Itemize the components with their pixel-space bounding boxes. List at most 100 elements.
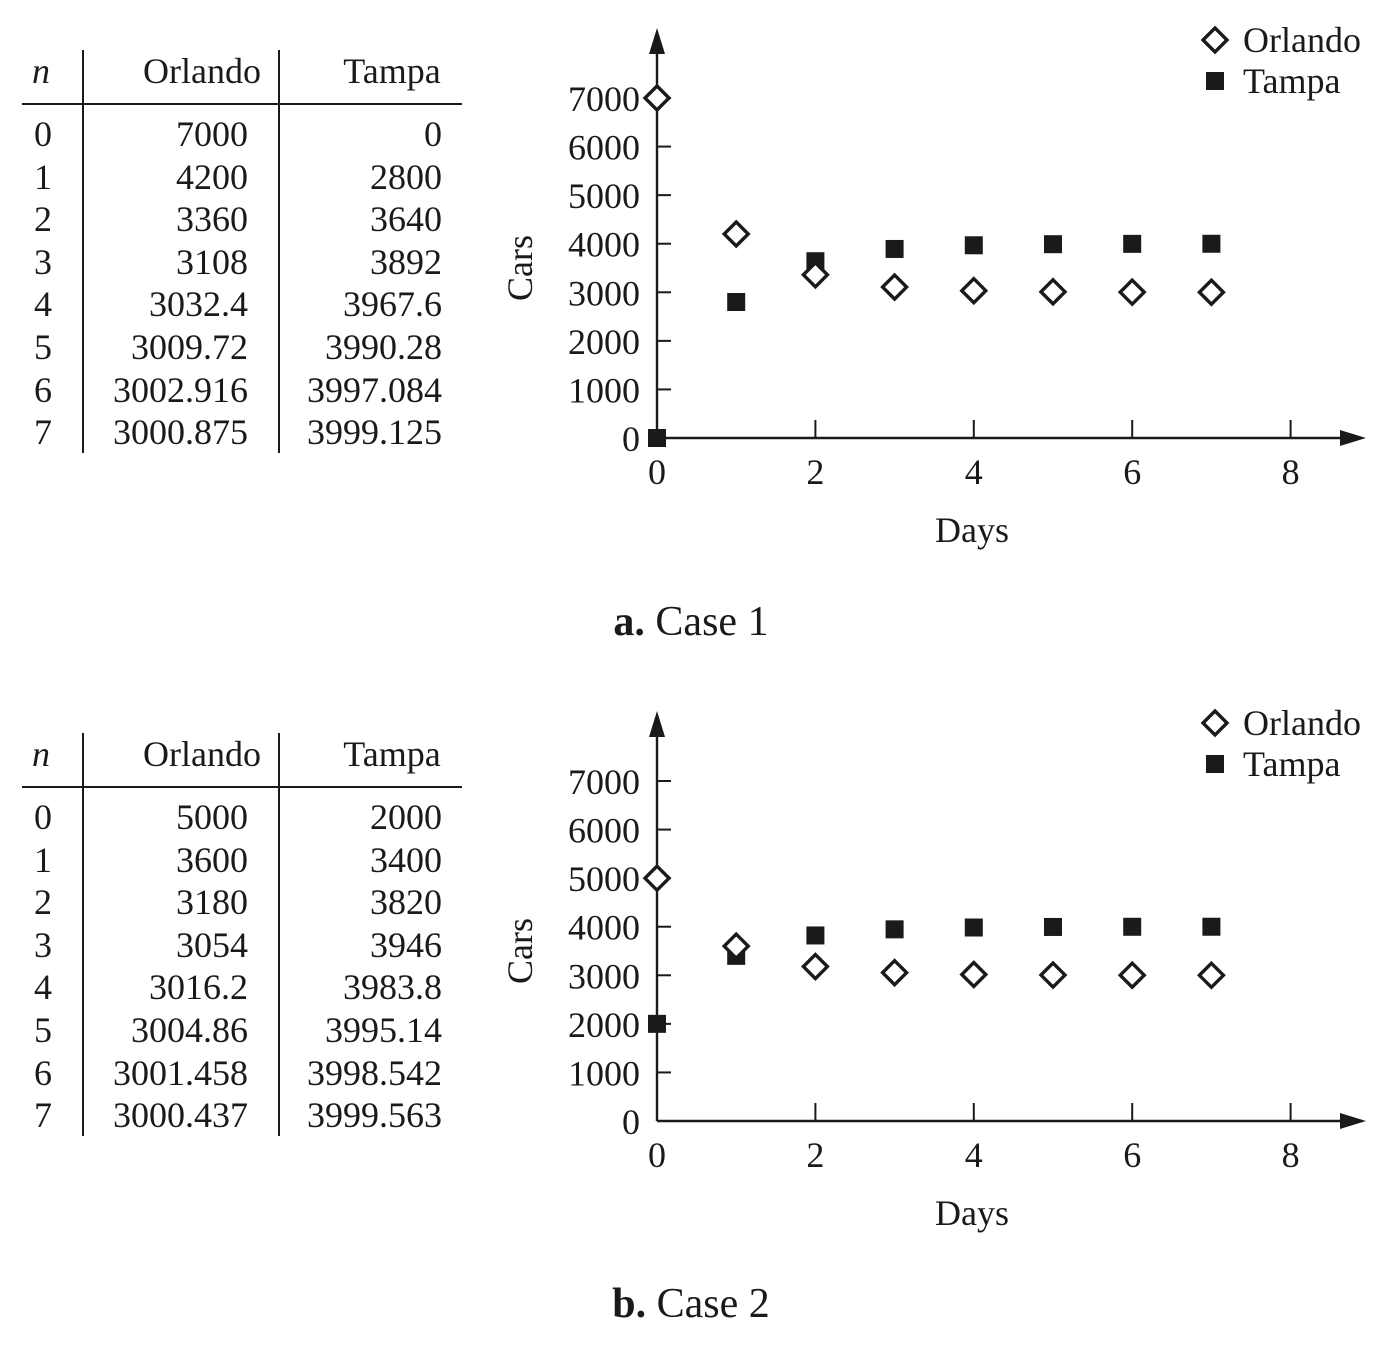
x-tick-label: 2 xyxy=(806,1135,824,1175)
orlando-point xyxy=(959,960,989,989)
table-cell: 7 xyxy=(34,412,52,453)
table-cell: 3892 xyxy=(370,241,442,282)
table-cell: 0 xyxy=(424,114,442,154)
tampa-point xyxy=(1044,917,1062,936)
table-cell: 1 xyxy=(34,839,52,880)
table-cell: 3054 xyxy=(176,924,248,965)
orlando-point xyxy=(1117,277,1147,307)
x-tick-label: 6 xyxy=(1123,452,1141,492)
table-header-cell: Tampa xyxy=(343,734,441,774)
y-tick-label: 2000 xyxy=(568,322,640,362)
legend-orlando-label: Orlando xyxy=(1243,703,1361,743)
x-tick-label: 4 xyxy=(965,1135,983,1175)
table-header-rule xyxy=(22,103,462,105)
tampa-point xyxy=(885,920,904,939)
caption-letter: a. xyxy=(613,599,645,645)
orlando-point xyxy=(642,863,672,893)
orlando-point xyxy=(800,952,830,981)
table-divider xyxy=(278,50,280,453)
table-cell: 3 xyxy=(34,924,52,965)
table-cell: 1 xyxy=(34,156,52,197)
legend-tampa-label: Tampa xyxy=(1243,744,1340,784)
caption-text: Case 2 xyxy=(656,1281,770,1327)
table-cell: 4 xyxy=(34,967,52,1008)
tampa-point xyxy=(1123,234,1142,253)
table-cell: 3600 xyxy=(176,839,248,880)
caption-letter: b. xyxy=(612,1281,647,1327)
table-cell: 3990.28 xyxy=(325,327,442,367)
table-cell: 4200 xyxy=(176,156,248,197)
tampa-point xyxy=(964,236,983,255)
table-cell: 3180 xyxy=(176,882,248,923)
x-axis-label: Days xyxy=(935,1193,1009,1233)
table-cell: 3032.4 xyxy=(149,284,248,325)
tampa-point xyxy=(806,926,825,945)
legend-orlando-marker xyxy=(1200,25,1230,55)
table-cell: 3999.563 xyxy=(307,1095,442,1136)
table-header-cell: Orlando xyxy=(143,734,261,774)
table-cell: 3999.125 xyxy=(307,412,442,453)
table-cell: 2800 xyxy=(370,156,442,197)
table-cell: 3009.72 xyxy=(131,327,248,367)
legend-orlando-marker xyxy=(1200,708,1230,738)
table-cell: 7 xyxy=(34,1095,52,1136)
table-cell: 3640 xyxy=(370,199,442,240)
table-cell: 5 xyxy=(34,1010,52,1050)
table-cell: 3946 xyxy=(370,924,442,965)
orlando-point xyxy=(880,272,910,302)
tampa-point xyxy=(1202,234,1221,253)
table-cell: 3004.86 xyxy=(131,1010,248,1050)
y-tick-label: 5000 xyxy=(568,176,640,216)
y-axis-arrow xyxy=(649,711,665,737)
table-cell: 3967.6 xyxy=(343,284,442,325)
x-tick-label: 4 xyxy=(965,452,983,492)
scatter-plot: 0 2 4 6 8 0 1000 2000 3000 4000 5000 6000 7000 Days Ca… xyxy=(500,703,1366,1233)
y-tick-label: 5000 xyxy=(568,859,640,899)
table-header-cell: n xyxy=(32,51,50,91)
table-cell: 2 xyxy=(34,199,52,240)
values-table: n Orlando Tampa 0 5000 2000 1 3600 3400 2 3180 3820… xyxy=(22,723,462,1138)
orlando-point xyxy=(721,219,751,249)
table-cell: 6 xyxy=(34,369,52,410)
y-axis-label: Cars xyxy=(500,235,540,301)
panel-case-1: n Orlando Tampa 0 7000 0 1 4200 2800 2 3360 3640 3 31… xyxy=(22,20,1366,645)
table-divider xyxy=(82,50,84,453)
tampa-point xyxy=(1202,917,1221,936)
table-cell: 3983.8 xyxy=(343,967,442,1008)
tampa-point xyxy=(727,293,746,312)
table-cell: 3997.084 xyxy=(307,369,442,410)
table-divider xyxy=(278,733,280,1136)
table-cell: 0 xyxy=(34,114,52,154)
y-tick-label: 0 xyxy=(622,419,640,459)
table-cell: 2000 xyxy=(370,797,442,837)
x-tick-label: 0 xyxy=(648,1135,666,1175)
table-cell: 0 xyxy=(34,797,52,837)
y-tick-label: 7000 xyxy=(568,79,640,119)
x-tick-label: 0 xyxy=(648,452,666,492)
orlando-point xyxy=(800,260,830,290)
table-cell: 3108 xyxy=(176,241,248,282)
y-tick-label: 6000 xyxy=(568,811,640,851)
x-axis-label: Days xyxy=(935,510,1009,550)
table-cell: 2 xyxy=(34,882,52,923)
y-tick-label: 7000 xyxy=(568,762,640,802)
table-header-cell: Orlando xyxy=(143,51,261,91)
x-axis-arrow xyxy=(1340,1113,1366,1129)
tampa-point xyxy=(1044,235,1062,254)
table-cell: 3820 xyxy=(370,882,442,923)
legend-orlando-label: Orlando xyxy=(1243,20,1361,60)
table-cell: 3000.875 xyxy=(113,412,248,453)
caption-text: Case 1 xyxy=(655,599,769,645)
orlando-point xyxy=(1196,277,1226,307)
table-header-cell: n xyxy=(32,734,50,774)
y-tick-label: 1000 xyxy=(568,1053,640,1093)
values-table: n Orlando Tampa 0 7000 0 1 4200 2800 2 3360 3640 3 31… xyxy=(22,40,462,455)
tampa-point xyxy=(648,429,666,447)
table-cell: 3 xyxy=(34,241,52,282)
y-axis-arrow xyxy=(649,28,665,54)
x-axis-arrow xyxy=(1340,430,1366,446)
table-cell: 5000 xyxy=(176,797,248,837)
y-tick-label: 0 xyxy=(622,1102,640,1142)
y-tick-label: 4000 xyxy=(568,225,640,265)
orlando-point xyxy=(642,83,672,113)
